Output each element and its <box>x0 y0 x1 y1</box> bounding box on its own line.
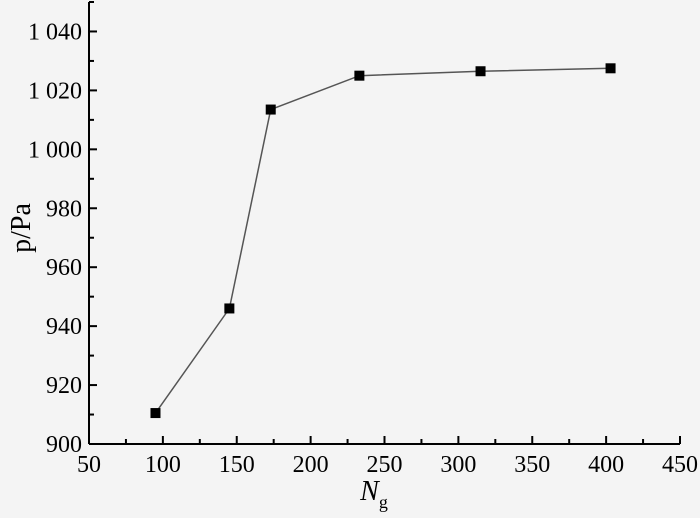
x-ticks: 50 100 150 200 250 300 350 400 450 <box>77 436 698 478</box>
x-tick-label: 350 <box>514 452 550 478</box>
y-tick-label: 900 <box>46 432 82 458</box>
x-axis-label: Ng <box>359 476 388 512</box>
data-point-marker <box>265 104 276 115</box>
y-tick-label: 1 020 <box>28 78 82 104</box>
y-tick-label: 1 000 <box>28 137 82 163</box>
data-point-marker <box>354 70 365 81</box>
x-tick-label: 250 <box>367 452 403 478</box>
series-group <box>150 63 616 419</box>
y-tick-label: 960 <box>46 255 82 281</box>
data-point-marker <box>475 66 486 77</box>
y-tick-label: 1 040 <box>28 19 82 45</box>
x-tick-label: 400 <box>588 452 624 478</box>
data-point-marker <box>224 303 235 314</box>
x-axis-label-main: N <box>359 476 380 507</box>
y-tick-label: 980 <box>46 196 82 222</box>
series-line <box>154 67 611 414</box>
x-axis-label-subscript: g <box>379 492 388 512</box>
y-axis-label: p/Pa <box>6 203 37 253</box>
x-tick-label: 150 <box>219 452 255 478</box>
y-tick-label: 940 <box>46 314 82 340</box>
x-tick-label: 200 <box>293 452 329 478</box>
data-point-marker <box>150 408 161 419</box>
x-tick-label: 450 <box>662 452 698 478</box>
y-ticks: 900 920 940 960 980 1 000 1 020 1 040 <box>28 1 97 458</box>
x-tick-label: 100 <box>145 452 181 478</box>
data-point-marker <box>605 63 616 74</box>
x-tick-label: 50 <box>77 452 101 478</box>
y-tick-label: 920 <box>46 373 82 399</box>
x-tick-label: 300 <box>440 452 476 478</box>
